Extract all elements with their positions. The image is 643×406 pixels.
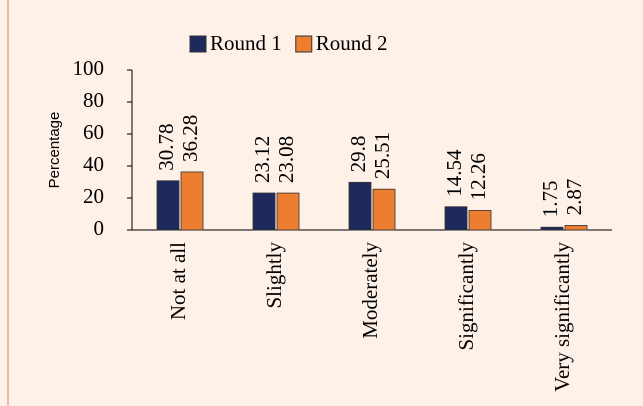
bar <box>156 180 180 231</box>
y-tick-label: 100 <box>73 56 105 80</box>
bar <box>372 188 396 231</box>
x-tick-label: Very significantly <box>550 242 574 392</box>
bar <box>540 226 564 231</box>
bar <box>276 192 300 231</box>
bar <box>468 209 492 231</box>
value-label: 12.26 <box>466 153 490 200</box>
value-label: 30.78 <box>154 124 178 171</box>
x-tick-label: Moderately <box>358 242 382 339</box>
value-label: 23.08 <box>274 136 298 183</box>
legend-label: Round 1 <box>210 31 282 55</box>
bar <box>348 181 372 231</box>
value-label: 2.87 <box>562 179 586 216</box>
y-tick-label: 20 <box>83 184 104 208</box>
x-tick-label: Significantly <box>454 242 478 351</box>
y-axis-label: Percentage <box>46 112 63 189</box>
bar <box>252 192 276 231</box>
x-tick-label: Not at all <box>166 242 190 320</box>
value-label: 25.51 <box>370 132 394 179</box>
bar <box>564 225 588 231</box>
value-label: 14.54 <box>442 149 466 197</box>
y-tick-label: 0 <box>94 216 105 240</box>
y-tick-label: 60 <box>83 120 104 144</box>
x-tick-label: Slightly <box>262 242 286 309</box>
value-label: 29.8 <box>346 136 370 173</box>
y-tick-label: 40 <box>83 152 104 176</box>
bar <box>180 171 204 231</box>
y-tick-label: 80 <box>83 88 104 112</box>
legend-label: Round 2 <box>316 31 388 55</box>
bar <box>444 206 468 231</box>
value-label: 23.12 <box>250 136 274 183</box>
legend-swatch <box>189 35 207 53</box>
value-label: 1.75 <box>538 180 562 217</box>
value-label: 36.28 <box>178 115 202 162</box>
legend-swatch <box>295 35 313 53</box>
